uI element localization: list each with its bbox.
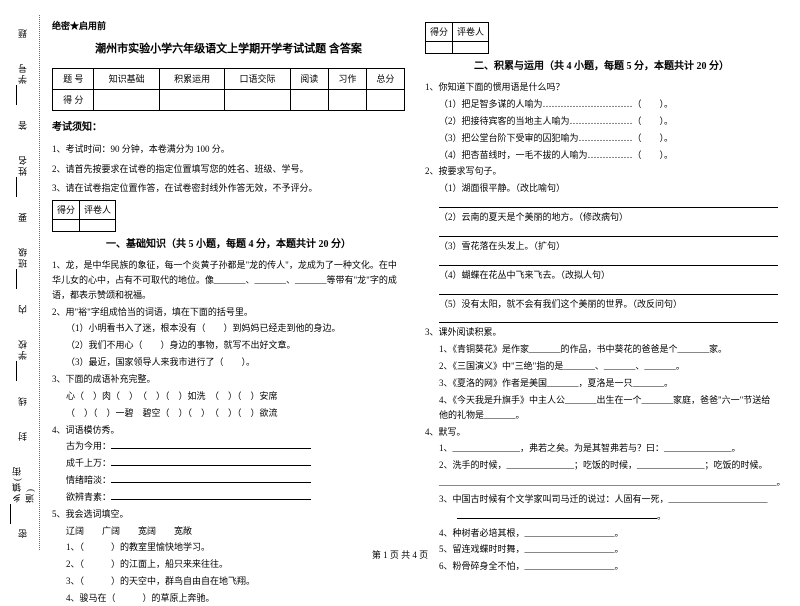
q4-item: 欲辨青素：	[66, 490, 405, 505]
q5-item: 4、骏马在（ ）的草原上奔驰。	[66, 591, 405, 606]
s2q2: 2、按要求写句子。	[425, 164, 778, 179]
notice-title: 考试须知：	[52, 119, 405, 137]
s2q1-item: （2）把接待宾客的当地主人喻为…………………（ ）。	[439, 114, 778, 129]
secret-label: 绝密★启用前	[52, 18, 405, 34]
th: 习作	[328, 68, 366, 89]
q5-item: 3、（ ）的天空中，群鸟自由自在地飞翔。	[66, 574, 405, 589]
left-column: 绝密★启用前 潮州市实验小学六年级语文上学期开学考试试题 含答案 题 号 知识基…	[42, 18, 415, 547]
section2-title: 二、积累与运用（共 4 小题，每题 5 分，本题共计 20 分）	[425, 58, 778, 76]
sidebar-label-school: 学校	[16, 338, 29, 360]
s2q3-item: 1、《青铜葵花》是作家_______的作品，书中葵花的爸爸是个_______家。	[439, 342, 778, 357]
right-column: 得分评卷人 二、积累与运用（共 4 小题，每题 5 分，本题共计 20 分） 1…	[415, 18, 788, 547]
s2q4-item: 1、_______________，弗若之矣。为是其智弗若与？曰：_______…	[439, 441, 778, 456]
s2q4: 4、默写。	[425, 425, 778, 440]
sidebar-marker: 封	[16, 430, 29, 441]
table-row: 题 号 知识基础 积累运用 口语交际 阅读 习作 总分	[53, 68, 405, 89]
q5: 5、我会选词填空。	[52, 507, 405, 522]
notice-item: 2、请首先按要求在试卷的指定位置填写您的姓名、班级、学号。	[52, 161, 405, 177]
q4-item: 成千上万：	[66, 456, 405, 471]
exam-title: 潮州市实验小学六年级语文上学期开学考试试题 含答案	[52, 40, 405, 60]
score-mini-table: 得分评卷人	[52, 200, 116, 232]
th: 口语交际	[225, 68, 290, 89]
s2q4-item: ________________________________________…	[439, 475, 778, 490]
answer-line	[439, 285, 778, 295]
score-table: 题 号 知识基础 积累运用 口语交际 阅读 习作 总分 得 分	[52, 68, 405, 111]
th: 阅读	[290, 68, 328, 89]
mini-c1: 得分	[426, 23, 453, 42]
notice-item: 3、请在试卷指定位置作答，在试卷密封线外作答无效，不予评分。	[52, 180, 405, 196]
s2q4-item: 3、中国古时候有个文学家叫司马迁的说过：人固有一死，______________…	[439, 492, 778, 507]
s2q3-item: 2、《三国演义》中"三绝"指的是_______、_______、_______。	[439, 359, 778, 374]
sidebar-label-town: 乡镇(街道)	[10, 465, 36, 503]
q1: 1、龙，是中华民族的象征，每一个炎黄子孙都是"龙的传人"，龙成为了一种文化。在中…	[52, 258, 405, 303]
page-content: 绝密★启用前 潮州市实验小学六年级语文上学期开学考试试题 含答案 题 号 知识基…	[0, 0, 800, 565]
page-footer: 第 1 页 共 4 页	[0, 548, 800, 561]
s2q4-item: 。	[439, 509, 778, 524]
s2q2-item: （5）没有太阳，就不会有我们这个美丽的世界。（改反问句）	[439, 297, 778, 312]
s2q2-item: （3）雪花落在头发上。（扩句）	[439, 239, 778, 254]
sidebar-label-id: 学号	[16, 62, 29, 84]
sidebar-marker: 答	[16, 119, 29, 130]
binding-sidebar: 题 学号 答 姓名 要 班级 内 学校 线 封 乡镇(街道) 密	[6, 15, 40, 550]
q4-item: 情绪暗淡：	[66, 473, 405, 488]
notice-item: 1、考试时间：90 分钟，本卷满分为 100 分。	[52, 141, 405, 157]
mini-c1: 得分	[53, 200, 80, 219]
sidebar-marker: 密	[16, 527, 29, 538]
q4: 4、词语模仿秀。	[52, 423, 405, 438]
row-label: 得 分	[53, 90, 94, 111]
sidebar-line	[16, 269, 17, 289]
q2-item: （1）小明看书入了迷，根本没有（ ）到妈妈已经走到他的身边。	[66, 321, 405, 336]
q2-item: （2）我们不用心（ ）身边的事物，就写不出好文章。	[66, 338, 405, 353]
s2q1: 1、你知道下面的惯用语是什么吗？	[425, 80, 778, 95]
s2q2-item: （2）云南的夏天是个美丽的地方。（修改病句）	[439, 210, 778, 225]
s2q3-item: 3、《夏洛的网》作者是美国_______，夏洛是一只_______。	[439, 376, 778, 391]
sidebar-label-class: 班级	[16, 246, 29, 268]
score-mini-table-2: 得分评卷人	[425, 22, 489, 54]
th: 题 号	[53, 68, 94, 89]
q2: 2、用"裕"字组成恰当的词语，填在下面的括号里。	[52, 305, 405, 320]
answer-line	[439, 227, 778, 237]
q5-words: 辽阔 广阔 宽阔 宽敞	[66, 524, 405, 539]
sidebar-marker: 题	[16, 27, 29, 38]
table-row: 得 分	[53, 90, 405, 111]
s2q4-item: 2、洗手的时候，_______________；吃饭的时候，__________…	[439, 458, 778, 473]
q4-item: 古为今用：	[66, 439, 405, 454]
s2q3: 3、课外阅读积累。	[425, 325, 778, 340]
sidebar-marker: 内	[16, 303, 29, 314]
q3-line: 心（ ）肉（ ） （ ）（ ）如洗 （ ）（ ）安席	[66, 389, 405, 404]
q2-item: （3）最近，国家领导人来我市进行了（ ）。	[66, 355, 405, 370]
sidebar-line	[16, 85, 17, 105]
th: 总分	[366, 68, 404, 89]
q3: 3、下面的成语补充完整。	[52, 372, 405, 387]
sidebar-marker: 线	[16, 395, 29, 406]
answer-line	[439, 256, 778, 266]
th: 积累运用	[159, 68, 224, 89]
mini-c2: 评卷人	[453, 23, 489, 42]
answer-line	[439, 198, 778, 208]
sidebar-line	[16, 177, 17, 197]
sidebar-label-name: 姓名	[16, 154, 29, 176]
sidebar-line	[10, 504, 11, 524]
notice-block: 考试须知： 1、考试时间：90 分钟，本卷满分为 100 分。 2、请首先按要求…	[52, 119, 405, 196]
s2q2-item: （4）蝴蝶在花丛中飞来飞去。（改拟人句）	[439, 268, 778, 283]
mini-c2: 评卷人	[80, 200, 116, 219]
sidebar-line	[16, 361, 17, 381]
s2q4-item: 4、种树者必培其根，____________________。	[439, 526, 778, 541]
sidebar-marker: 要	[16, 211, 29, 222]
answer-line	[439, 313, 778, 323]
s2q3-item: 4、《今天我是升旗手》中主人公_______出生在一个_______家庭，爸爸"…	[439, 393, 778, 423]
s2q4-item: 6、粉骨碎身全不怕，____________________。	[439, 559, 778, 574]
s2q1-item: （3）把公堂台阶下受审的囚犯喻为………………（ ）。	[439, 131, 778, 146]
q3-line: （ ）（ ）一碧 碧空（ ）（ ） （ ）（ ）欲流	[66, 406, 405, 421]
s2q2-item: （1）湖面很平静。（改比喻句）	[439, 181, 778, 196]
th: 知识基础	[94, 68, 159, 89]
section1-title: 一、基础知识（共 5 小题，每题 4 分，本题共计 20 分）	[52, 236, 405, 254]
s2q1-item: （4）把杏苗线时，一毛不拔的人喻为……………（ ）。	[439, 148, 778, 163]
s2q1-item: （1）把足智多谋的人喻为…………………………（ ）。	[439, 97, 778, 112]
